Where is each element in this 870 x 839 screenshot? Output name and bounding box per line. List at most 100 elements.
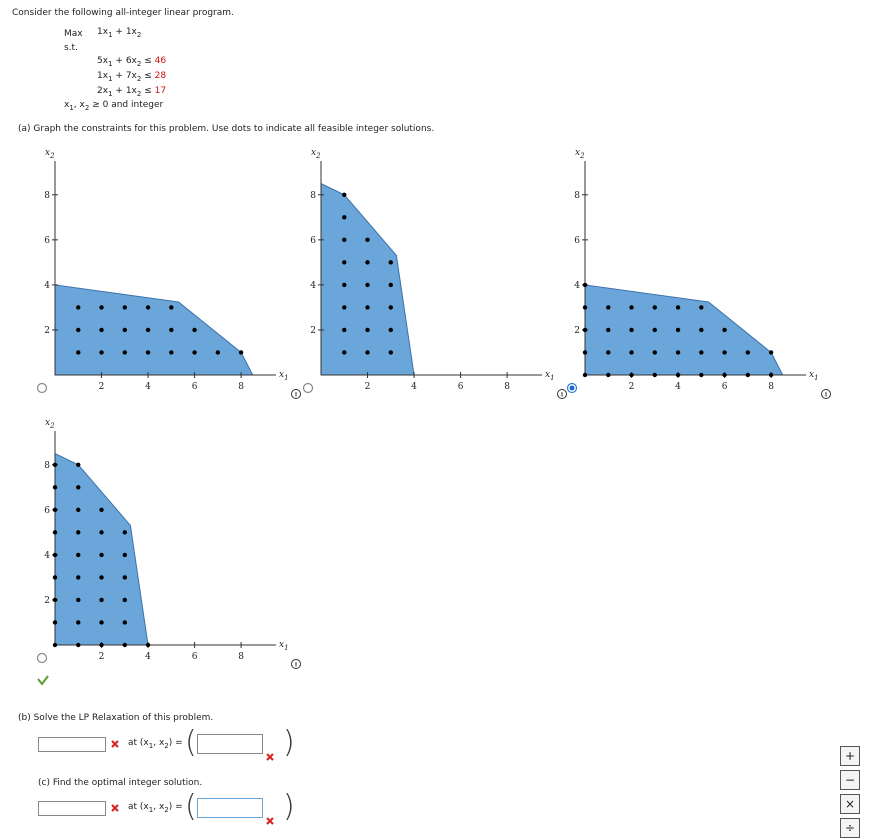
- integer-point: [76, 350, 81, 355]
- pair-at: at (: [128, 738, 144, 748]
- integer-point: [582, 350, 588, 355]
- error-mark: [111, 740, 119, 748]
- integer-point: [365, 350, 370, 355]
- integer-point: [388, 260, 393, 265]
- integer-point: [365, 237, 370, 243]
- integer-point: [76, 620, 81, 625]
- check-mark: [37, 675, 49, 686]
- integer-point: [192, 350, 197, 355]
- tool-button[interactable]: +: [840, 746, 860, 766]
- pair-at: at (: [128, 802, 144, 812]
- term-sub: 1: [108, 59, 113, 68]
- tool-button[interactable]: ×: [840, 794, 860, 814]
- integer-point: [52, 462, 58, 467]
- x-tick-label: 2: [99, 652, 105, 662]
- axis-label-sub: 1: [284, 374, 288, 382]
- error-mark: [266, 753, 274, 761]
- axis-label: x2: [311, 148, 321, 160]
- axis-label: x2: [575, 148, 585, 160]
- term-sub: 2: [136, 30, 142, 39]
- integer-point: [606, 327, 611, 333]
- close-paren: ): [283, 725, 295, 760]
- integer-point: [388, 282, 393, 288]
- y-tick-label: 8: [574, 191, 580, 201]
- integer-point: [342, 260, 347, 265]
- radio-button[interactable]: [36, 382, 48, 394]
- integer-point: [169, 327, 174, 333]
- point-input[interactable]: [197, 798, 263, 818]
- integer-point: [365, 260, 370, 265]
- x-tick-label: 6: [192, 382, 198, 392]
- term-sub: 2: [136, 59, 142, 68]
- x-tick-label: 8: [768, 382, 774, 392]
- integer-point: [52, 575, 58, 580]
- integer-point: [99, 530, 104, 535]
- y-tick-label: 2: [310, 326, 316, 336]
- integer-point: [722, 350, 727, 355]
- axis-label-sub: 2: [315, 152, 321, 160]
- axis-label: x1: [279, 640, 289, 652]
- objective-keyword: Max: [64, 29, 83, 39]
- integer-point: [76, 305, 81, 310]
- integer-point: [745, 350, 751, 355]
- integer-point: [388, 350, 393, 355]
- operator: ≤: [144, 56, 152, 66]
- integer-point: [145, 305, 151, 310]
- integer-point: [169, 305, 174, 310]
- integer-point: [582, 282, 588, 288]
- integer-point: [388, 305, 393, 310]
- integer-point: [122, 327, 127, 333]
- axis-label-sub: 1: [284, 644, 288, 652]
- y-tick-label: 4: [44, 551, 50, 561]
- axis-label: x2: [45, 418, 55, 430]
- term-sub: 2: [164, 741, 169, 750]
- tool-button[interactable]: ÷: [840, 818, 860, 838]
- integer-point: [76, 507, 81, 513]
- integer-point: [76, 575, 81, 580]
- axis-label-text: x: [311, 148, 316, 158]
- constraint: 5x1 + 6x2 ≤ 46: [97, 56, 166, 68]
- axis-label: x2: [45, 148, 55, 160]
- pair-close: ) =: [168, 738, 183, 748]
- integer-point: [365, 327, 370, 333]
- rhs: 46: [154, 56, 167, 66]
- integer-point: [122, 620, 127, 625]
- integer-point: [365, 305, 370, 310]
- value-input[interactable]: [38, 737, 106, 752]
- value-input[interactable]: [38, 801, 106, 816]
- operator: ≤: [144, 71, 152, 81]
- term-sub: 2: [164, 805, 169, 814]
- integer-point: [699, 327, 704, 333]
- term-sub: 2: [136, 74, 142, 83]
- objective: 1x1 + 1x2: [97, 27, 141, 39]
- term-text: 1x: [97, 27, 109, 37]
- integer-point: [99, 350, 104, 355]
- integer-point: [52, 642, 58, 648]
- tool-button[interactable]: −: [840, 770, 860, 790]
- feasible-region: [320, 182, 415, 376]
- integer-point: [606, 372, 611, 378]
- feasible-region: [54, 452, 149, 646]
- term-sub: 1: [108, 30, 113, 39]
- y-tick-label: 4: [310, 281, 316, 291]
- plus: +: [115, 86, 123, 96]
- integer-point: [342, 350, 347, 355]
- integer-point: [768, 372, 774, 378]
- constraint: 2x1 + 1x2 ≤ 17: [97, 86, 166, 98]
- integer-point: [675, 327, 681, 333]
- radio-button[interactable]: [302, 382, 314, 394]
- integer-point: [629, 350, 634, 355]
- y-tick-label: 4: [574, 281, 580, 291]
- integer-point: [652, 350, 657, 355]
- radio-button[interactable]: [36, 652, 48, 664]
- axis-label-sub: 1: [550, 374, 554, 382]
- comma: ,: [153, 738, 157, 748]
- integer-point: [99, 327, 104, 333]
- plus: +: [115, 56, 123, 66]
- part-c-prompt: (c) Find the optimal integer solution.: [38, 778, 203, 788]
- term-sub: 1: [148, 741, 154, 750]
- point-input[interactable]: [197, 734, 263, 754]
- y-tick-label: 6: [44, 506, 50, 516]
